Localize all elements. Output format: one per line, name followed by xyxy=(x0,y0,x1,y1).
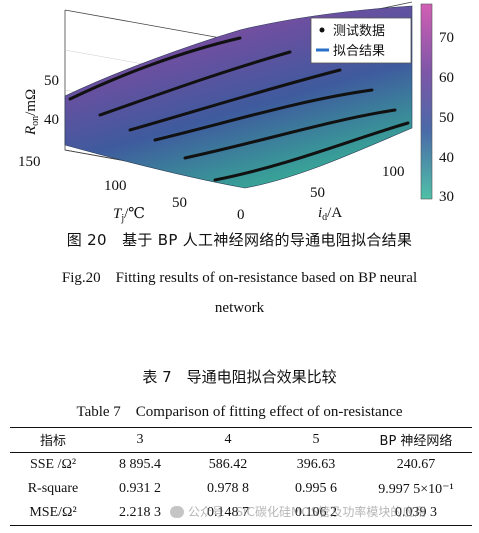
table-cell: 0.931 2 xyxy=(119,481,161,496)
id-axis-ticks: 0 50 100 xyxy=(237,164,405,223)
z-axis-label: Ron/mΩ xyxy=(23,89,41,136)
table-caption-cn: 表 7 导通电阻拟合效果比较 xyxy=(142,368,337,386)
colorbar-ticks: 70 60 50 40 30 xyxy=(439,30,454,205)
table-cell: 2.218 3 xyxy=(96,501,184,526)
colorbar-tick: 70 xyxy=(439,30,454,46)
header-cell: BP 神经网络 xyxy=(360,427,472,453)
watermark-text: 公众号 · SIC碳化硅MOS管及功率模块的应用 xyxy=(188,505,427,519)
figure-caption-en-line1: Fig.20 Fitting results of on-resistance … xyxy=(61,270,418,286)
legend-label-fitted: 拟合结果 xyxy=(333,44,385,59)
tj-tick: 100 xyxy=(104,178,127,194)
table-cell: MSE/Ω² xyxy=(10,501,96,526)
table-row: MSE/Ω² 2.218 3 0.148 7 0.106 2 0.039 3 xyxy=(10,501,472,526)
table-cell: 8 895.4 xyxy=(119,457,161,472)
legend: 测试数据 拟合结果 xyxy=(310,17,412,64)
figure-caption-en-line2: network xyxy=(214,300,265,316)
table-header-row: 指标 3 4 5 BP 神经网络 xyxy=(10,427,472,453)
tj-tick: 150 xyxy=(18,154,41,170)
colorbar-tick: 50 xyxy=(439,110,454,126)
table-cell: 0.106 2 xyxy=(272,501,360,526)
table-row: R-square 0.931 2 0.978 8 0.995 6 9.997 5… xyxy=(10,477,472,501)
colorbar-tick: 30 xyxy=(439,189,454,205)
colorbar-tick: 60 xyxy=(439,70,454,86)
watermark: 公众号 · SIC碳化硅MOS管及功率模块的应用 xyxy=(170,503,426,520)
table-cell: 240.67 xyxy=(396,457,436,472)
table-cell: SSE /Ω² xyxy=(29,457,77,472)
colorbar-tick: 40 xyxy=(439,150,454,166)
colorbar xyxy=(420,3,433,200)
tj-tick: 50 xyxy=(172,195,187,211)
header-cell: 5 xyxy=(272,427,360,453)
figure-caption-cn: 图 20 基于 BP 人工神经网络的导通电阻拟合结果 xyxy=(66,231,413,249)
wechat-icon xyxy=(170,506,184,518)
tj-axis-ticks: 150 100 50 xyxy=(18,154,187,211)
data-curve xyxy=(68,36,242,101)
table-cell: 0.995 6 xyxy=(295,481,337,496)
table-cell: 0.978 8 xyxy=(207,481,249,496)
id-axis-label: id/A xyxy=(318,205,342,223)
header-cell: 3 xyxy=(96,427,184,453)
id-tick: 0 xyxy=(237,207,245,223)
table-cell: 0.148 7 xyxy=(184,501,272,526)
surface-plot-figure: 测试数据 拟合结果 70 60 50 40 30 40 50 Ron/mΩ 15… xyxy=(18,1,454,224)
legend-marker-measured xyxy=(319,27,325,33)
data-curve xyxy=(183,108,397,160)
id-tick: 50 xyxy=(310,185,325,201)
table-cell: 9.997 5×10⁻¹ xyxy=(378,481,454,497)
table-cell: 0.039 3 xyxy=(360,501,472,526)
tj-axis-label: Tj/℃ xyxy=(113,206,145,224)
header-cell: 4 xyxy=(184,427,272,453)
data-curve xyxy=(153,88,374,142)
table-row: SSE /Ω² 8 895.4 586.42 396.63 240.67 xyxy=(10,453,472,478)
data-curve xyxy=(213,121,410,182)
measured-data-curves xyxy=(68,36,410,182)
table-cell: 396.63 xyxy=(296,457,336,472)
id-tick: 100 xyxy=(382,164,405,180)
table-cell: R-square xyxy=(27,481,79,496)
z-axis-ticks: 40 50 xyxy=(44,73,59,128)
z-tick: 40 xyxy=(44,112,59,128)
table-cell: 586.42 xyxy=(208,457,248,472)
comparison-table: 指标 3 4 5 BP 神经网络 SSE /Ω² 8 895.4 586.42 … xyxy=(10,427,472,526)
table-caption-en: Table 7 Comparison of fitting effect of … xyxy=(76,404,403,420)
data-curve xyxy=(98,50,292,117)
data-curve xyxy=(128,68,342,132)
z-tick: 50 xyxy=(44,73,59,89)
legend-label-measured: 测试数据 xyxy=(333,24,385,39)
header-cell: 指标 xyxy=(10,427,96,453)
